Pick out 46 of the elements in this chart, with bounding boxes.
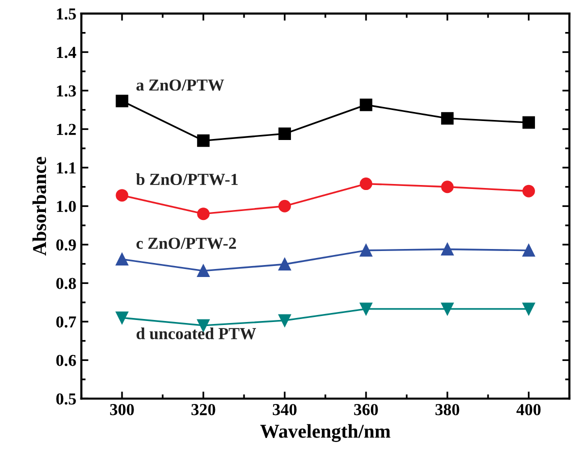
point — [116, 189, 128, 202]
point — [441, 112, 454, 125]
point — [116, 312, 128, 324]
x-tick-label: 320 — [191, 404, 216, 416]
point — [441, 180, 454, 194]
x-tick-label: 340 — [272, 404, 297, 416]
y-tick-label: 0.5 — [56, 393, 76, 405]
x-axis-title: Wavelength/nm — [260, 424, 390, 442]
point — [278, 200, 291, 212]
point — [522, 244, 535, 257]
y-axis-title: Absorbance — [32, 156, 46, 256]
series-label: a ZnO/PTW — [136, 79, 224, 91]
point — [522, 302, 535, 316]
y-tick-label: 0.7 — [56, 316, 76, 328]
point — [278, 127, 291, 140]
point — [360, 244, 372, 257]
point — [197, 264, 210, 278]
y-tick-label: 1.2 — [56, 124, 76, 136]
series-label: b ZnO/PTW-1 — [136, 173, 238, 186]
y-tick-label: 1.3 — [56, 85, 76, 97]
point — [278, 258, 291, 271]
point — [360, 302, 372, 316]
x-tick-label: 380 — [436, 404, 460, 416]
point — [278, 314, 291, 327]
point — [197, 134, 210, 147]
y-tick-label: 0.8 — [56, 278, 76, 290]
series-label: d uncoated PTW — [136, 328, 256, 340]
y-tick-label: 0.6 — [56, 354, 76, 366]
y-tick-label: 0.9 — [56, 239, 76, 251]
point — [360, 178, 372, 190]
point — [197, 208, 210, 220]
x-tick-label: 400 — [516, 404, 541, 416]
y-tick-label: 1.4 — [56, 46, 76, 58]
x-tick-label: 360 — [354, 404, 378, 416]
point — [116, 253, 128, 266]
point — [522, 184, 535, 198]
point — [522, 116, 535, 129]
x-tick-label: 300 — [110, 404, 134, 416]
point — [441, 302, 454, 316]
point — [441, 242, 454, 256]
point — [116, 94, 128, 108]
point — [360, 98, 372, 112]
series-label: c ZnO/PTW-2 — [136, 238, 236, 250]
y-tick-label: 1.5 — [56, 8, 76, 20]
y-tick-label: 1.0 — [56, 200, 76, 212]
y-tick-label: 1.1 — [56, 162, 76, 174]
